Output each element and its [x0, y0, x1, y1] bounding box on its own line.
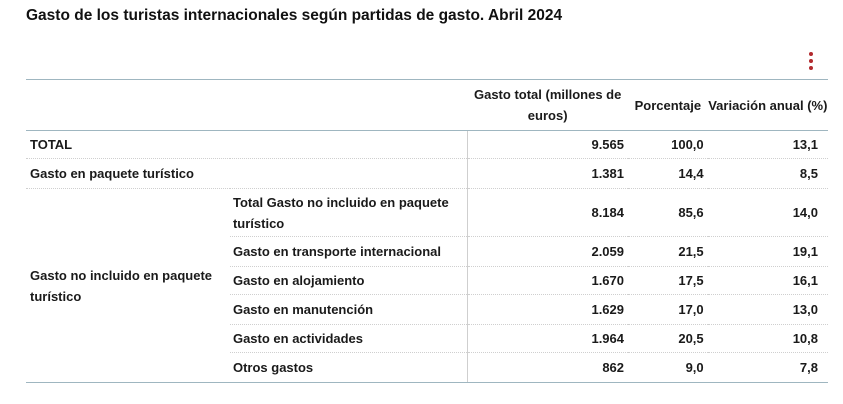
header-col2 — [229, 79, 468, 131]
table-row: Otros gastos 862 9,0 7,8 — [26, 352, 828, 383]
table-header-row: Gasto total (millones de euros) Porcenta… — [26, 79, 828, 131]
cell-porcentaje: 20,5 — [628, 324, 708, 353]
cell-porcentaje: 9,0 — [628, 352, 708, 383]
cell-variacion: 16,1 — [707, 266, 828, 295]
expense-table: Gasto total (millones de euros) Porcenta… — [26, 79, 828, 383]
table-row: Gasto en actividades 1.964 20,5 10,8 — [26, 324, 828, 353]
cell-gasto: 1.964 — [466, 324, 629, 353]
cell-variacion: 13,1 — [707, 130, 828, 159]
cell-porcentaje: 21,5 — [628, 236, 708, 267]
cell-variacion: 7,8 — [707, 352, 828, 383]
cell-variacion: 19,1 — [707, 236, 828, 267]
cell-porcentaje: 14,4 — [628, 158, 708, 189]
table-row: Gasto no incluido en paquete turístico T… — [26, 188, 828, 383]
header-col1 — [26, 79, 230, 131]
cell-porcentaje: 17,0 — [628, 294, 708, 325]
row-label: TOTAL — [26, 130, 230, 159]
row-sublabel: Gasto en transporte internacional — [229, 236, 468, 267]
cell-gasto: 9.565 — [466, 130, 629, 159]
row-sublabel — [229, 158, 468, 189]
cell-variacion: 13,0 — [707, 294, 828, 325]
cell-variacion: 10,8 — [707, 324, 828, 353]
cell-porcentaje: 85,6 — [628, 188, 708, 237]
cell-gasto: 2.059 — [466, 236, 629, 267]
table-row: Gasto en manutención 1.629 17,0 13,0 — [26, 294, 828, 325]
cell-variacion: 8,5 — [707, 158, 828, 189]
cell-gasto: 8.184 — [466, 188, 629, 237]
table-row: TOTAL 9.565 100,0 13,1 — [26, 130, 828, 159]
cell-gasto: 862 — [466, 352, 629, 383]
cell-porcentaje: 17,5 — [628, 266, 708, 295]
row-sublabel: Gasto en manutención — [229, 294, 468, 325]
header-variacion-anual: Variación anual (%) — [707, 79, 828, 131]
cell-gasto: 1.670 — [466, 266, 629, 295]
row-label: Gasto en paquete turístico — [26, 158, 230, 189]
row-sublabel — [229, 130, 468, 159]
row-sublabel: Otros gastos — [229, 352, 468, 383]
row-sublabel: Total Gasto no incluido en paquete turís… — [229, 188, 468, 237]
header-porcentaje: Porcentaje — [628, 79, 708, 131]
row-sublabel: Gasto en alojamiento — [229, 266, 468, 295]
cell-gasto: 1.381 — [466, 158, 629, 189]
row-sublabel: Gasto en actividades — [229, 324, 468, 353]
table-row: Gasto en transporte internacional 2.059 … — [26, 236, 828, 267]
cell-variacion: 14,0 — [707, 188, 828, 237]
group-label: Gasto no incluido en paquete turístico — [26, 188, 230, 383]
vertical-dots-icon[interactable] — [806, 52, 816, 70]
table-row: Gasto en alojamiento 1.670 17,5 16,1 — [26, 266, 828, 295]
cell-porcentaje: 100,0 — [628, 130, 708, 159]
cell-gasto: 1.629 — [466, 294, 629, 325]
table-row: Gasto en paquete turístico 1.381 14,4 8,… — [26, 158, 828, 189]
header-gasto-total: Gasto total (millones de euros) — [467, 79, 629, 131]
page-title: Gasto de los turistas internacionales se… — [26, 7, 563, 24]
